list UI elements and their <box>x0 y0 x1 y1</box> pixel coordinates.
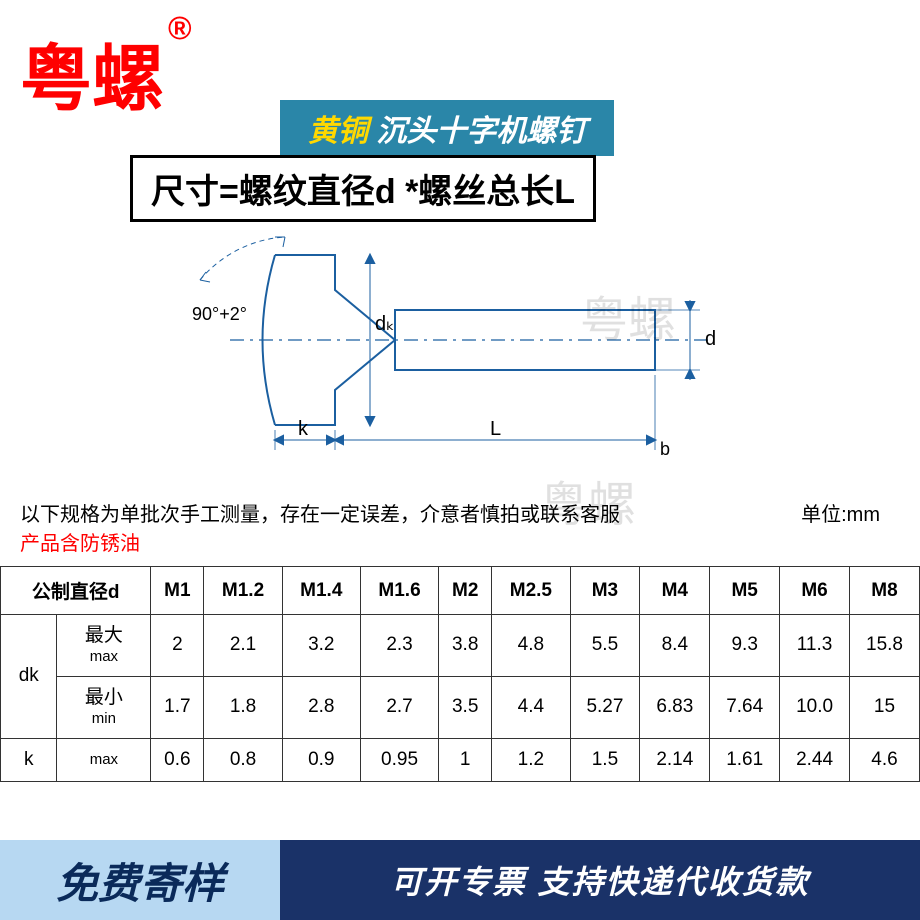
size-header: M8 <box>850 567 920 615</box>
value-cell: 3.8 <box>439 615 492 677</box>
value-cell: 0.95 <box>360 738 438 781</box>
group-cell: dk <box>1 615 57 739</box>
value-cell: 2.3 <box>360 615 438 677</box>
value-cell: 1.5 <box>570 738 640 781</box>
note-line2: 产品含防锈油 <box>20 527 900 556</box>
value-cell: 1.2 <box>492 738 570 781</box>
value-cell: 2.1 <box>204 615 282 677</box>
value-cell: 0.6 <box>151 738 204 781</box>
value-cell: 15 <box>850 676 920 738</box>
size-formula-box: 尺寸=螺纹直径d *螺丝总长L <box>130 155 596 222</box>
spec-notes: 以下规格为单批次手工测量，存在一定误差，介意者慎拍或联系客服 产品含防锈油 <box>20 498 900 556</box>
size-header: M4 <box>640 567 710 615</box>
sub-label-cell: 最大max <box>57 615 151 677</box>
value-cell: 7.64 <box>710 676 780 738</box>
size-header: M1.4 <box>282 567 360 615</box>
sub-label-cell: max <box>57 738 151 781</box>
size-header: M3 <box>570 567 640 615</box>
size-header: M6 <box>780 567 850 615</box>
value-cell: 15.8 <box>850 615 920 677</box>
size-header: M1 <box>151 567 204 615</box>
header-d: 公制直径d <box>1 567 151 615</box>
L-label: L <box>490 418 501 440</box>
value-cell: 2.7 <box>360 676 438 738</box>
table-row: kmax0.60.80.90.9511.21.52.141.612.444.6 <box>1 738 920 781</box>
value-cell: 1.61 <box>710 738 780 781</box>
table-row: 最小min1.71.82.82.73.54.45.276.837.6410.01… <box>1 676 920 738</box>
size-header: M1.2 <box>204 567 282 615</box>
sub-label-cell: 最小min <box>57 676 151 738</box>
product-title-bar: 黄铜 沉头十字机螺钉 <box>280 100 614 156</box>
value-cell: 1.7 <box>151 676 204 738</box>
value-cell: 6.83 <box>640 676 710 738</box>
screw-diagram: 90°+2° dₖ d k L b <box>170 225 770 455</box>
value-cell: 1.8 <box>204 676 282 738</box>
value-cell: 8.4 <box>640 615 710 677</box>
size-header: M2 <box>439 567 492 615</box>
note-line1: 以下规格为单批次手工测量，存在一定误差，介意者慎拍或联系客服 <box>20 498 900 527</box>
value-cell: 2.14 <box>640 738 710 781</box>
dk-label: dₖ <box>375 313 395 335</box>
value-cell: 9.3 <box>710 615 780 677</box>
footer-left: 免费寄样 <box>0 840 280 920</box>
header-row: 公制直径d M1M1.2M1.4M1.6M2M2.5M3M4M5M6M8 <box>1 567 920 615</box>
brand-mark: ® <box>168 10 192 46</box>
brand-logo: 粤螺® <box>20 20 188 125</box>
table-row: dk最大max22.13.22.33.84.85.58.49.311.315.8 <box>1 615 920 677</box>
size-header: M2.5 <box>492 567 570 615</box>
spec-table-head: 公制直径d M1M1.2M1.4M1.6M2M2.5M3M4M5M6M8 <box>1 567 920 615</box>
group-cell: k <box>1 738 57 781</box>
value-cell: 3.2 <box>282 615 360 677</box>
b-label: b <box>660 439 670 455</box>
spec-table: 公制直径d M1M1.2M1.4M1.6M2M2.5M3M4M5M6M8 dk最… <box>0 566 920 782</box>
d-label: d <box>705 328 716 350</box>
footer-bar: 免费寄样 可开专票 支持快递代收货款 <box>0 840 920 920</box>
value-cell: 0.9 <box>282 738 360 781</box>
value-cell: 2 <box>151 615 204 677</box>
value-cell: 10.0 <box>780 676 850 738</box>
size-formula: 尺寸=螺纹直径d *螺丝总长L <box>151 173 575 211</box>
value-cell: 4.6 <box>850 738 920 781</box>
footer-right: 可开专票 支持快递代收货款 <box>280 840 920 920</box>
value-cell: 11.3 <box>780 615 850 677</box>
size-header: M1.6 <box>360 567 438 615</box>
value-cell: 0.8 <box>204 738 282 781</box>
brand-name: 粤螺 <box>20 40 164 120</box>
value-cell: 5.27 <box>570 676 640 738</box>
value-cell: 4.4 <box>492 676 570 738</box>
value-cell: 5.5 <box>570 615 640 677</box>
value-cell: 1 <box>439 738 492 781</box>
unit-label: 单位:mm <box>801 498 880 527</box>
angle-label: 90°+2° <box>192 304 247 324</box>
value-cell: 2.44 <box>780 738 850 781</box>
value-cell: 4.8 <box>492 615 570 677</box>
k-label: k <box>298 418 309 440</box>
size-header: M5 <box>710 567 780 615</box>
value-cell: 2.8 <box>282 676 360 738</box>
title-material: 黄铜 <box>308 115 368 148</box>
title-product: 沉头十字机螺钉 <box>376 115 586 148</box>
spec-table-body: dk最大max22.13.22.33.84.85.58.49.311.315.8… <box>1 615 920 782</box>
value-cell: 3.5 <box>439 676 492 738</box>
